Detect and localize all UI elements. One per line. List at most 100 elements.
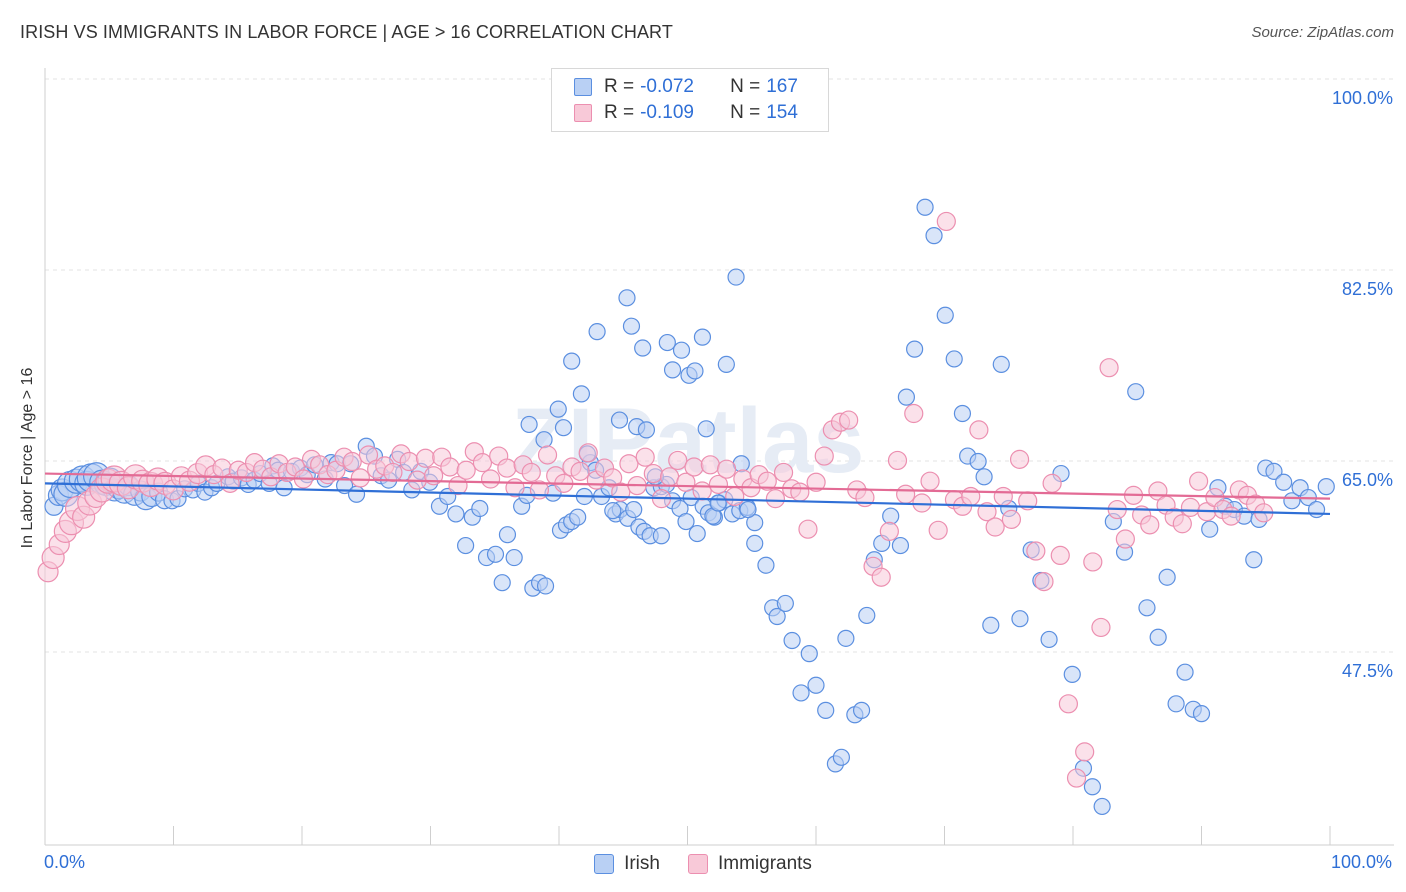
data-point [1127,383,1145,401]
legend-label: Immigrants [717,853,812,874]
y-tick-label: 65.0% [1342,470,1393,490]
data-point [1001,509,1022,529]
data-point [342,451,362,472]
data-point [839,410,859,430]
axes [44,68,1394,846]
data-point [708,474,729,495]
data-point [569,508,587,526]
data-point [800,645,818,663]
data-point [563,352,581,370]
data-point [383,462,403,483]
r-value: -0.109 [640,102,694,123]
n-value: 167 [766,76,798,97]
data-point [871,567,891,587]
data-point [625,500,643,519]
data-point [1026,541,1046,561]
data-point [570,461,590,481]
data-point [953,404,972,423]
data-point [928,520,948,540]
data-point [792,684,810,702]
data-point [1201,520,1219,538]
data-point [977,502,997,522]
data-point [1138,599,1156,617]
data-point [858,606,876,625]
data-point [790,482,810,502]
data-point [887,450,908,471]
data-point [1317,478,1335,496]
data-point [773,462,794,483]
data-point [472,453,493,473]
data-point [677,512,695,531]
data-point [904,403,924,424]
data-point [688,524,706,543]
data-point [806,472,826,492]
data-point [1083,778,1102,796]
stats-row-immigrants: R = -0.109 N = 154 [574,100,798,126]
data-point [1245,551,1263,569]
chart-title: IRISH VS IMMIGRANTS IN LABOR FORCE | AGE… [20,22,673,42]
data-point [717,355,735,373]
data-point [660,467,680,487]
data-point [505,548,523,567]
irish-swatch [574,78,592,96]
data-point [610,411,629,429]
data-point [916,198,934,216]
data-point [1063,665,1081,683]
data-point [622,317,641,335]
data-point [739,500,757,519]
data-point [879,521,899,541]
data-point [969,420,989,440]
data-point [1050,545,1070,566]
x-tick-label-max: 100.0% [1330,852,1392,872]
data-point [891,536,910,555]
data-point [603,468,623,488]
y-tick-labels: 100.0% 82.5% 65.0% 47.5% [1332,88,1393,681]
data-point [536,577,555,595]
legend-item-immigrants[interactable]: Immigrants [687,853,812,875]
data-point [635,447,655,467]
data-points [37,198,1335,816]
data-point [1115,529,1135,549]
legend-item-irish[interactable]: Irish [594,853,660,875]
data-point [497,458,517,478]
data-point [643,463,663,484]
data-point [1058,694,1078,714]
data-point [727,268,745,286]
data-point [554,419,573,437]
data-point [619,454,639,474]
data-point [798,519,818,539]
data-point [746,534,764,552]
trend-lines [44,472,1331,516]
data-point [693,328,712,346]
irish-legend-swatch [594,854,615,874]
data-point [1275,473,1293,491]
data-point [783,631,801,650]
data-point [969,452,987,471]
data-point [684,457,704,477]
data-point [618,289,636,307]
data-point [1075,742,1095,762]
y-tick-label: 100.0% [1332,88,1393,108]
data-point [457,536,475,555]
data-point [440,457,460,477]
y-tick-label: 47.5% [1342,661,1393,681]
data-point [1189,471,1209,491]
data-point [1158,568,1176,586]
data-point [757,471,777,491]
data-point [604,502,622,520]
data-point [852,701,871,719]
data-point [697,420,715,438]
data-point [415,448,436,468]
data-point [1034,571,1054,592]
data-point [700,455,720,475]
data-point [716,459,737,479]
data-point [634,339,652,357]
data-point [837,629,855,647]
stats-legend: R = -0.072 N = 167 R = -0.109 N = 154 [551,68,829,132]
data-point [768,607,786,626]
data-point [709,494,727,512]
data-point [1307,500,1326,519]
data-point [1091,617,1111,638]
data-point [1009,449,1030,469]
r-label: R = [604,76,635,97]
